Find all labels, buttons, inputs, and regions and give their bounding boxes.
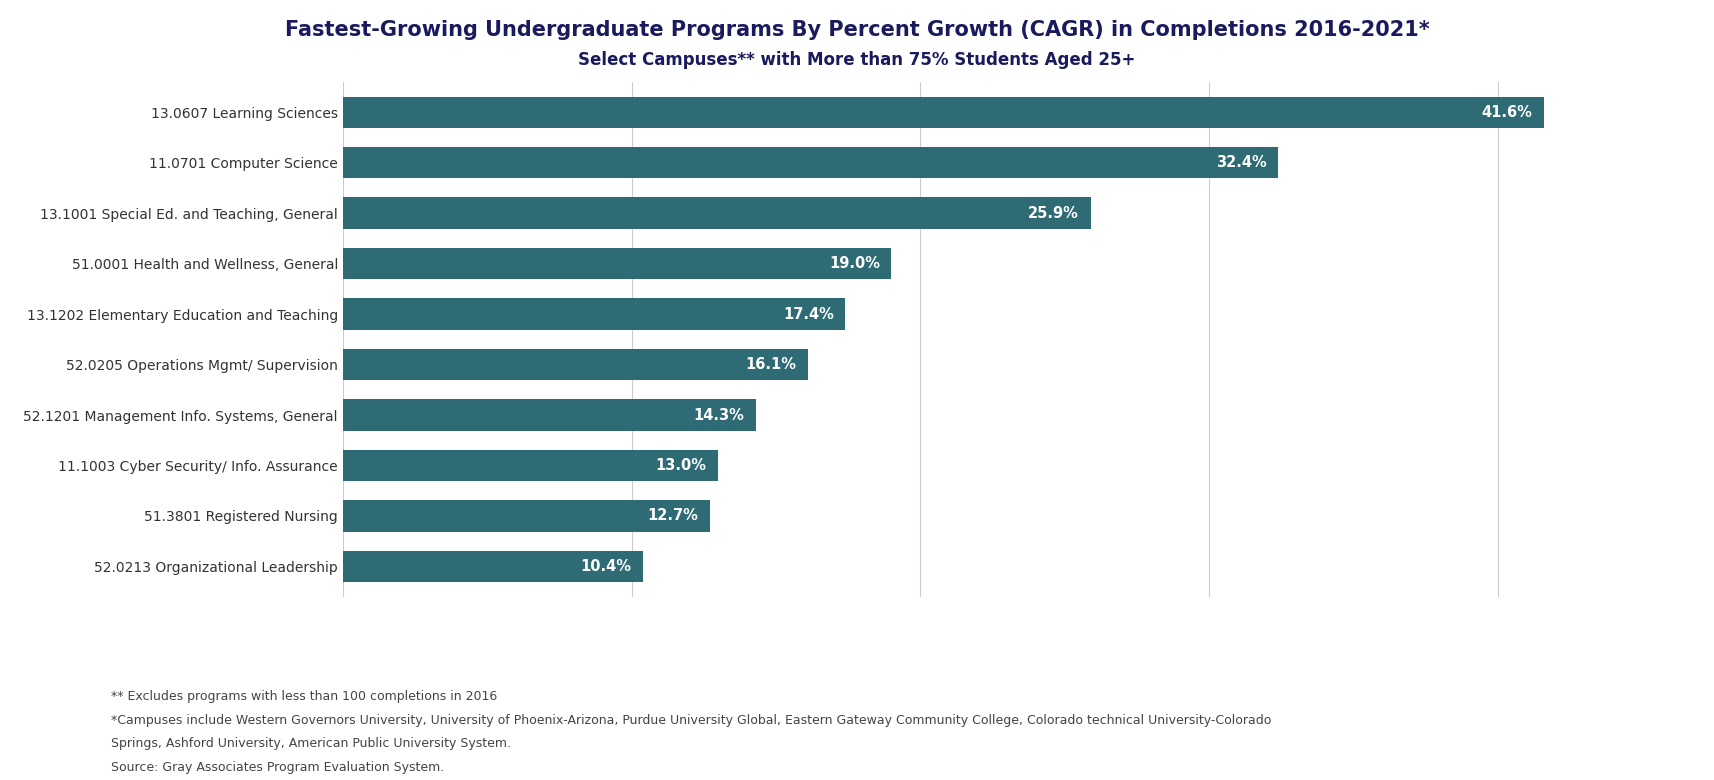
Bar: [343, 197, 1090, 229]
Text: Select Campuses** with More than 75% Students Aged 25+: Select Campuses** with More than 75% Stu…: [578, 51, 1136, 69]
Text: *Campuses include Western Governors University, University of Phoenix-Arizona, P: *Campuses include Western Governors Univ…: [111, 714, 1272, 727]
Bar: [343, 97, 1544, 128]
Text: 10.4%: 10.4%: [581, 559, 631, 574]
Text: 19.0%: 19.0%: [830, 256, 879, 271]
Bar: [343, 399, 756, 431]
Bar: [343, 147, 1279, 179]
Bar: [343, 299, 845, 330]
Bar: [343, 349, 807, 380]
Text: 14.3%: 14.3%: [694, 407, 744, 423]
Text: Springs, Ashford University, American Public University System.: Springs, Ashford University, American Pu…: [111, 737, 511, 750]
Text: Fastest-Growing Undergraduate Programs By Percent Growth (CAGR) in Completions 2: Fastest-Growing Undergraduate Programs B…: [285, 20, 1429, 40]
Text: 12.7%: 12.7%: [648, 509, 698, 523]
Text: 17.4%: 17.4%: [783, 307, 833, 321]
Text: Source: Gray Associates Program Evaluation System.: Source: Gray Associates Program Evaluati…: [111, 760, 444, 774]
Text: ** Excludes programs with less than 100 completions in 2016: ** Excludes programs with less than 100 …: [111, 690, 497, 704]
Bar: [343, 500, 710, 532]
Text: 16.1%: 16.1%: [746, 357, 797, 372]
Text: 41.6%: 41.6%: [1481, 105, 1532, 119]
Text: 32.4%: 32.4%: [1217, 155, 1267, 170]
Text: 13.0%: 13.0%: [656, 458, 706, 473]
Bar: [343, 450, 718, 481]
Text: 25.9%: 25.9%: [1028, 206, 1080, 221]
Bar: [343, 248, 891, 279]
Bar: [343, 551, 643, 582]
